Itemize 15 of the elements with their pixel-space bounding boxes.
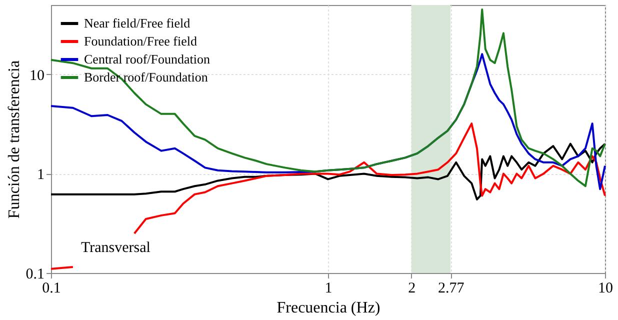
legend-label: Central roof/Foundation xyxy=(84,52,211,66)
annotation: Transversal xyxy=(81,240,150,256)
y-tick-label: 1 xyxy=(37,167,44,184)
legend-label: Near field/Free field xyxy=(84,16,191,30)
legend-label: Border roof/Foundation xyxy=(84,70,208,84)
x-tick-label: 2.77 xyxy=(438,280,465,296)
x-tick-label: 10 xyxy=(598,280,613,296)
x-tick-label: 1 xyxy=(324,280,332,296)
x-tick-label: 2 xyxy=(408,280,416,296)
legend-label: Foundation/Free field xyxy=(84,34,198,48)
y-tick-label: 10 xyxy=(30,68,44,84)
y-axis-title: Función de transferencia xyxy=(6,60,23,219)
x-axis-title: Frecuencia (Hz) xyxy=(276,300,380,316)
x-tick-label: 0.1 xyxy=(42,280,61,296)
y-tick-label: 0.1 xyxy=(26,266,44,282)
